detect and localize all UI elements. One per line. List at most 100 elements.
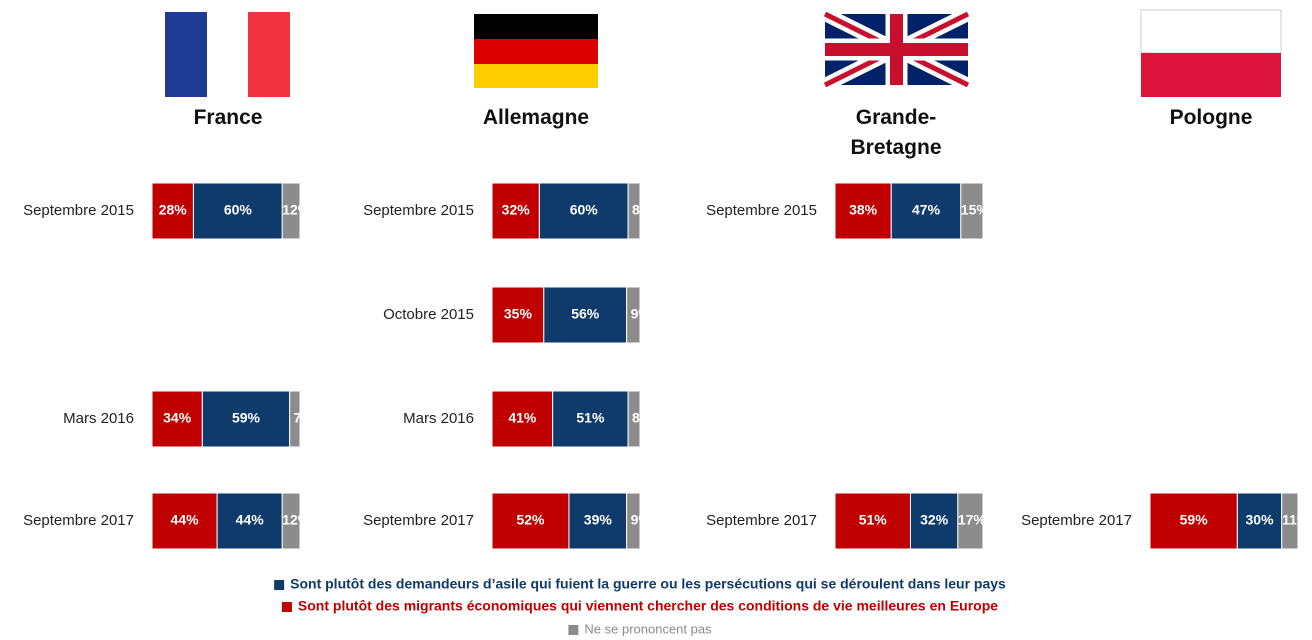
row-label: Septembre 2017	[363, 512, 474, 529]
value-label: 44%	[236, 512, 265, 528]
segment-group: 59%	[201, 390, 291, 448]
segment-group: 60%	[538, 182, 629, 240]
value-label: 28%	[159, 202, 188, 218]
segment-group: 8%	[627, 182, 653, 240]
value-label: 51%	[859, 512, 888, 528]
row-label: Septembre 2017	[706, 512, 817, 529]
flag-france	[165, 12, 290, 97]
value-label: 12%	[282, 202, 311, 218]
segment-group: 59%	[1149, 492, 1238, 550]
legend-text: Sont plutôt des demandeurs d’asile qui f…	[290, 576, 1006, 592]
value-label: 34%	[163, 410, 192, 426]
segment-group: 7%	[289, 390, 315, 448]
segment-group: 39%	[568, 492, 628, 550]
bar-segment	[957, 492, 984, 550]
segment-group: 44%	[216, 492, 283, 550]
segment-group: 47%	[890, 182, 962, 240]
flag-germany	[474, 14, 598, 88]
bar-segment	[151, 492, 218, 550]
bar-segment	[1236, 492, 1283, 550]
value-label: 35%	[504, 306, 533, 322]
value-label: 12%	[282, 512, 311, 528]
value-label: 59%	[1180, 512, 1209, 528]
bar-segment	[281, 182, 301, 240]
legend-text: Ne se prononcent pas	[584, 621, 712, 636]
segment-group: 9%	[626, 286, 652, 344]
row-label: Septembre 2017	[23, 512, 134, 529]
row-label: Septembre 2015	[706, 202, 817, 219]
segment-group: 32%	[909, 492, 959, 550]
value-label: 60%	[224, 202, 253, 218]
value-label: 38%	[849, 202, 878, 218]
segment-group: 34%	[151, 390, 203, 448]
row-label: Septembre 2017	[1021, 512, 1132, 529]
row-label: Septembre 2015	[23, 202, 134, 219]
panel-title: Grande-Bretagne	[850, 106, 942, 159]
bar-segment	[834, 492, 911, 550]
segment-group: 60%	[192, 182, 283, 240]
panel-title: Pologne	[1169, 106, 1253, 129]
segment-group: 44%	[151, 492, 218, 550]
bar-segment	[626, 492, 641, 550]
legend-swatch	[281, 602, 292, 612]
value-label: 39%	[584, 512, 613, 528]
bar-segment	[289, 390, 301, 448]
value-label: 59%	[232, 410, 261, 426]
bar-segment	[890, 182, 962, 240]
legend-swatch	[568, 625, 579, 635]
bar-segment	[909, 492, 959, 550]
value-label: 32%	[920, 512, 949, 528]
segment-group: 11%	[1281, 492, 1310, 550]
value-label: 9%	[631, 306, 652, 322]
value-label: 44%	[171, 512, 200, 528]
bar-segment	[960, 182, 984, 240]
row-label: Mars 2016	[63, 410, 134, 427]
segment-group: 30%	[1236, 492, 1283, 550]
legend-swatch	[274, 580, 285, 590]
bar-segment	[627, 182, 641, 240]
bar-segment	[543, 286, 628, 344]
bar-segment	[538, 182, 629, 240]
value-label: 8%	[632, 202, 653, 218]
value-label: 51%	[576, 410, 605, 426]
segment-group: 17%	[957, 492, 987, 550]
bar-segment	[1281, 492, 1299, 550]
segment-group: 12%	[281, 182, 311, 240]
bar-segment	[491, 182, 540, 240]
bar-segment	[627, 390, 641, 448]
segment-group: 15%	[960, 182, 990, 240]
segment-group: 8%	[627, 390, 653, 448]
segment-group: 56%	[543, 286, 628, 344]
segment-group: 51%	[834, 492, 911, 550]
value-label: 11%	[1282, 512, 1310, 528]
value-label: 32%	[502, 202, 531, 218]
segment-group: 51%	[552, 390, 629, 448]
bar-segment	[491, 390, 554, 448]
row-label: Septembre 2015	[363, 202, 474, 219]
value-label: 30%	[1246, 512, 1275, 528]
value-label: 8%	[632, 410, 653, 426]
value-label: 41%	[508, 410, 537, 426]
value-label: 17%	[958, 512, 987, 528]
segment-group: 32%	[491, 182, 540, 240]
segment-group: 52%	[491, 492, 570, 550]
value-label: 52%	[516, 512, 545, 528]
legend-text: Sont plutôt des migrants économiques qui…	[298, 598, 998, 614]
bar-segment	[216, 492, 283, 550]
value-label: 60%	[570, 202, 599, 218]
bar-segment	[192, 182, 283, 240]
segment-group: 35%	[491, 286, 545, 344]
segment-group: 9%	[626, 492, 652, 550]
row-label: Mars 2016	[403, 410, 474, 427]
bar-segment	[281, 492, 301, 550]
value-label: 7%	[294, 410, 315, 426]
flag-poland	[1140, 9, 1282, 97]
value-label: 47%	[912, 202, 941, 218]
value-label: 15%	[961, 202, 990, 218]
value-label: 9%	[631, 512, 652, 528]
segment-group: 41%	[491, 390, 554, 448]
segment-group: 12%	[281, 492, 311, 550]
flag-uk	[821, 7, 972, 92]
